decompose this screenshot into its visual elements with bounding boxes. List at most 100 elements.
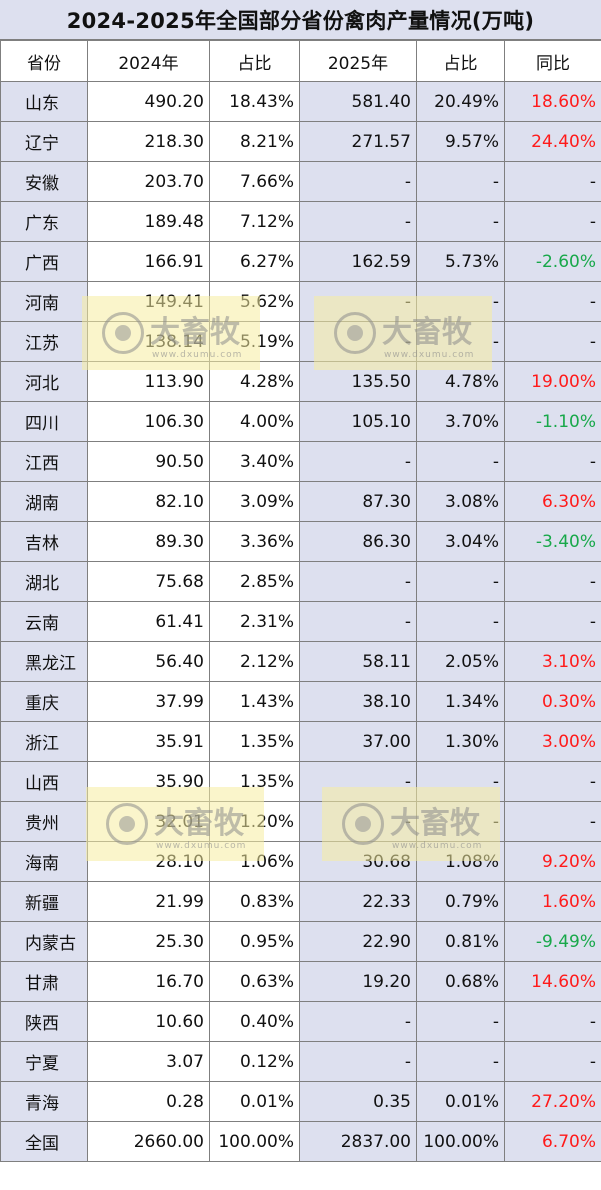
cell-province: 辽宁	[0, 121, 88, 162]
table-row: 云南 61.41 2.31% - - -	[0, 601, 601, 642]
cell-2025-share: 9.57%	[416, 121, 505, 162]
cell-2025-share: -	[416, 201, 505, 242]
cell-2025-value: 162.59	[299, 241, 417, 282]
cell-province: 广西	[0, 241, 88, 282]
cell-2024-share: 3.40%	[209, 441, 300, 482]
cell-2024-value: 61.41	[87, 601, 210, 642]
cell-province: 河南	[0, 281, 88, 322]
table-row: 河南 149.41 5.62% - - -	[0, 281, 601, 322]
cell-2024-share: 3.09%	[209, 481, 300, 522]
table-row: 江西 90.50 3.40% - - -	[0, 441, 601, 482]
cell-province: 宁夏	[0, 1041, 88, 1082]
cell-2024-value: 21.99	[87, 881, 210, 922]
cell-yoy: 24.40%	[504, 121, 601, 162]
cell-province: 江苏	[0, 321, 88, 362]
cell-2025-value: -	[299, 1001, 417, 1042]
cell-yoy: 6.70%	[504, 1121, 601, 1162]
cell-2024-value: 106.30	[87, 401, 210, 442]
cell-province: 重庆	[0, 681, 88, 722]
cell-2025-value: -	[299, 761, 417, 802]
table-row: 新疆 21.99 0.83% 22.33 0.79% 1.60%	[0, 881, 601, 922]
cell-2025-share: 3.08%	[416, 481, 505, 522]
cell-2025-share: 4.78%	[416, 361, 505, 402]
cell-2024-value: 35.90	[87, 761, 210, 802]
cell-2024-value: 138.14	[87, 321, 210, 362]
cell-province: 山西	[0, 761, 88, 802]
cell-2025-value: 135.50	[299, 361, 417, 402]
cell-yoy: 19.00%	[504, 361, 601, 402]
cell-2025-value: 87.30	[299, 481, 417, 522]
cell-2024-share: 0.12%	[209, 1041, 300, 1082]
cell-2025-share: 100.00%	[416, 1121, 505, 1162]
cell-2025-value: -	[299, 281, 417, 322]
header-share-2024: 占比	[209, 40, 300, 82]
cell-2024-share: 5.62%	[209, 281, 300, 322]
cell-2025-value: -	[299, 1041, 417, 1082]
cell-2024-value: 28.10	[87, 841, 210, 882]
cell-2025-value: 37.00	[299, 721, 417, 762]
cell-2025-value: -	[299, 561, 417, 602]
cell-2025-share: -	[416, 561, 505, 602]
cell-2025-share: -	[416, 441, 505, 482]
cell-yoy: -	[504, 1001, 601, 1042]
cell-2025-value: 38.10	[299, 681, 417, 722]
cell-2025-share: 0.01%	[416, 1081, 505, 1122]
cell-province: 安徽	[0, 161, 88, 202]
table-row: 广东 189.48 7.12% - - -	[0, 201, 601, 242]
cell-2024-share: 1.35%	[209, 721, 300, 762]
cell-2024-value: 149.41	[87, 281, 210, 322]
cell-yoy: -	[504, 601, 601, 642]
cell-2024-value: 2660.00	[87, 1121, 210, 1162]
cell-province: 新疆	[0, 881, 88, 922]
table-row: 辽宁 218.30 8.21% 271.57 9.57% 24.40%	[0, 121, 601, 162]
cell-2025-share: 0.68%	[416, 961, 505, 1002]
cell-2024-value: 16.70	[87, 961, 210, 1002]
cell-2024-share: 7.66%	[209, 161, 300, 202]
cell-2024-value: 25.30	[87, 921, 210, 962]
cell-yoy: -9.49%	[504, 921, 601, 962]
cell-2025-value: -	[299, 801, 417, 842]
cell-2024-share: 100.00%	[209, 1121, 300, 1162]
cell-province: 黑龙江	[0, 641, 88, 682]
cell-yoy: 0.30%	[504, 681, 601, 722]
cell-yoy: -	[504, 1041, 601, 1082]
cell-2025-share: 1.34%	[416, 681, 505, 722]
cell-yoy: -1.10%	[504, 401, 601, 442]
cell-province: 湖南	[0, 481, 88, 522]
cell-yoy: -	[504, 441, 601, 482]
table-row: 山东 490.20 18.43% 581.40 20.49% 18.60%	[0, 81, 601, 122]
cell-2025-value: 0.35	[299, 1081, 417, 1122]
cell-2024-value: 35.91	[87, 721, 210, 762]
cell-2024-share: 2.31%	[209, 601, 300, 642]
cell-2025-share: 1.08%	[416, 841, 505, 882]
cell-yoy: 3.10%	[504, 641, 601, 682]
cell-2025-share: -	[416, 1001, 505, 1042]
cell-province: 吉林	[0, 521, 88, 562]
cell-2024-value: 10.60	[87, 1001, 210, 1042]
cell-2025-value: -	[299, 601, 417, 642]
cell-province: 陕西	[0, 1001, 88, 1042]
header-yoy: 同比	[504, 40, 601, 82]
header-share-2025: 占比	[416, 40, 505, 82]
cell-yoy: -2.60%	[504, 241, 601, 282]
table-row: 浙江 35.91 1.35% 37.00 1.30% 3.00%	[0, 721, 601, 762]
cell-2025-value: 581.40	[299, 81, 417, 122]
cell-province: 江西	[0, 441, 88, 482]
table-row: 陕西 10.60 0.40% - - -	[0, 1001, 601, 1042]
table-row: 四川 106.30 4.00% 105.10 3.70% -1.10%	[0, 401, 601, 442]
table-title: 2024-2025年全国部分省份禽肉产量情况(万吨)	[0, 0, 601, 40]
cell-2025-share: 0.81%	[416, 921, 505, 962]
table-row: 黑龙江 56.40 2.12% 58.11 2.05% 3.10%	[0, 641, 601, 682]
cell-yoy: 14.60%	[504, 961, 601, 1002]
cell-2025-share: 5.73%	[416, 241, 505, 282]
cell-2024-value: 490.20	[87, 81, 210, 122]
cell-province: 内蒙古	[0, 921, 88, 962]
table-row: 湖北 75.68 2.85% - - -	[0, 561, 601, 602]
cell-2024-value: 166.91	[87, 241, 210, 282]
table-row: 安徽 203.70 7.66% - - -	[0, 161, 601, 202]
table-row: 山西 35.90 1.35% - - -	[0, 761, 601, 802]
header-province: 省份	[0, 40, 88, 82]
cell-yoy: 3.00%	[504, 721, 601, 762]
cell-2025-share: -	[416, 161, 505, 202]
cell-2024-share: 5.19%	[209, 321, 300, 362]
